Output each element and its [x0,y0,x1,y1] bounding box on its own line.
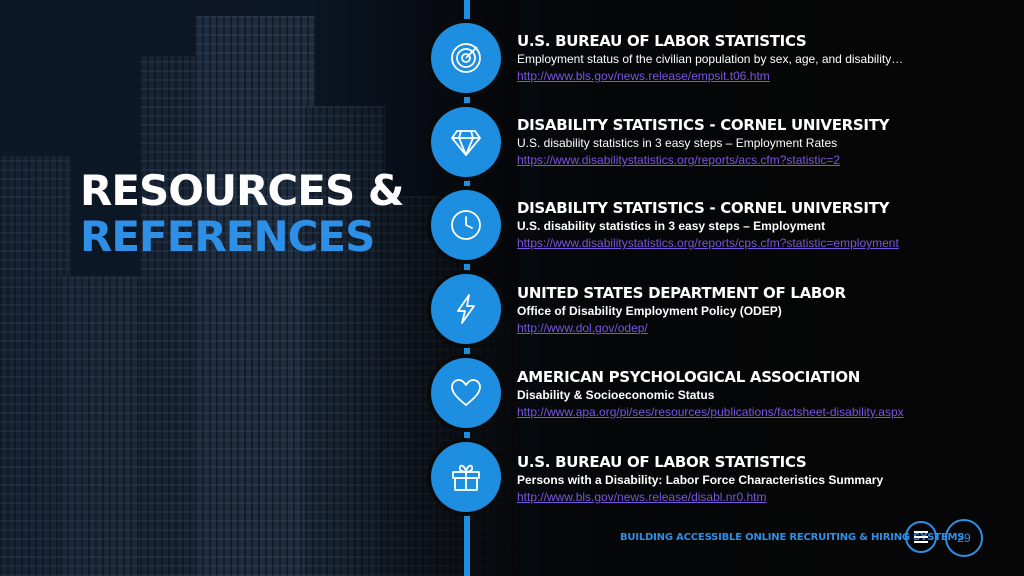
resource-link[interactable]: https://www.disabilitystatistics.org/rep… [517,236,899,250]
resource-heading: Disability Statistics - Cornel Universit… [517,199,890,217]
resource-item-4: United States Department of Labor Office… [517,283,997,337]
resource-description: Disability & Socioeconomic Status [517,388,715,402]
resource-description: Office of Disability Employment Policy (… [517,304,782,318]
resource-item-2: Disability Statistics - Cornel Universit… [517,115,997,169]
menu-icon [914,531,928,543]
heart-icon [431,358,501,428]
diamond-icon [431,107,501,177]
resource-heading: Disability Statistics - Cornel Universit… [517,116,890,134]
resource-item-3: Disability Statistics - Cornel Universit… [517,198,997,252]
resource-description: Persons with a Disability: Labor Force C… [517,473,884,487]
resource-link[interactable]: http://www.apa.org/pi/ses/resources/publ… [517,405,904,419]
resource-item-6: U.S. Bureau of Labor Statistics Persons … [517,452,997,506]
resource-description: U.S. disability statistics in 3 easy ste… [517,219,826,233]
resource-heading: U.S. Bureau of Labor Statistics [517,32,807,50]
gift-icon [431,442,501,512]
footer-text: Building Accessible Online Recruiting & … [620,532,965,543]
title-line-2: REFERENCES [80,212,375,261]
resource-link[interactable]: http://www.dol.gov/odep/ [517,321,648,335]
resource-link[interactable]: http://www.bls.gov/news.release/empsit.t… [517,69,770,83]
resource-heading: American Psychological Association [517,368,861,386]
lightning-icon [431,274,501,344]
target-icon [431,23,501,93]
page-number: 29 [945,519,983,557]
page-title: RESOURCES & REFERENCES [80,166,404,261]
resource-link[interactable]: http://www.bls.gov/news.release/disabl.n… [517,490,767,504]
resource-heading: United States Department of Labor [517,284,846,302]
clock-icon [431,190,501,260]
resource-heading: U.S. Bureau of Labor Statistics [517,453,807,471]
resource-description: U.S. disability statistics in 3 easy ste… [517,136,838,150]
title-line-1: RESOURCES & [80,166,404,215]
resource-item-1: U.S. Bureau of Labor Statistics Employme… [517,31,997,85]
menu-button[interactable] [905,521,937,553]
resource-link[interactable]: https://www.disabilitystatistics.org/rep… [517,153,841,167]
resource-item-5: American Psychological Association Disab… [517,367,997,421]
resource-description: Employment status of the civilian popula… [517,52,904,66]
